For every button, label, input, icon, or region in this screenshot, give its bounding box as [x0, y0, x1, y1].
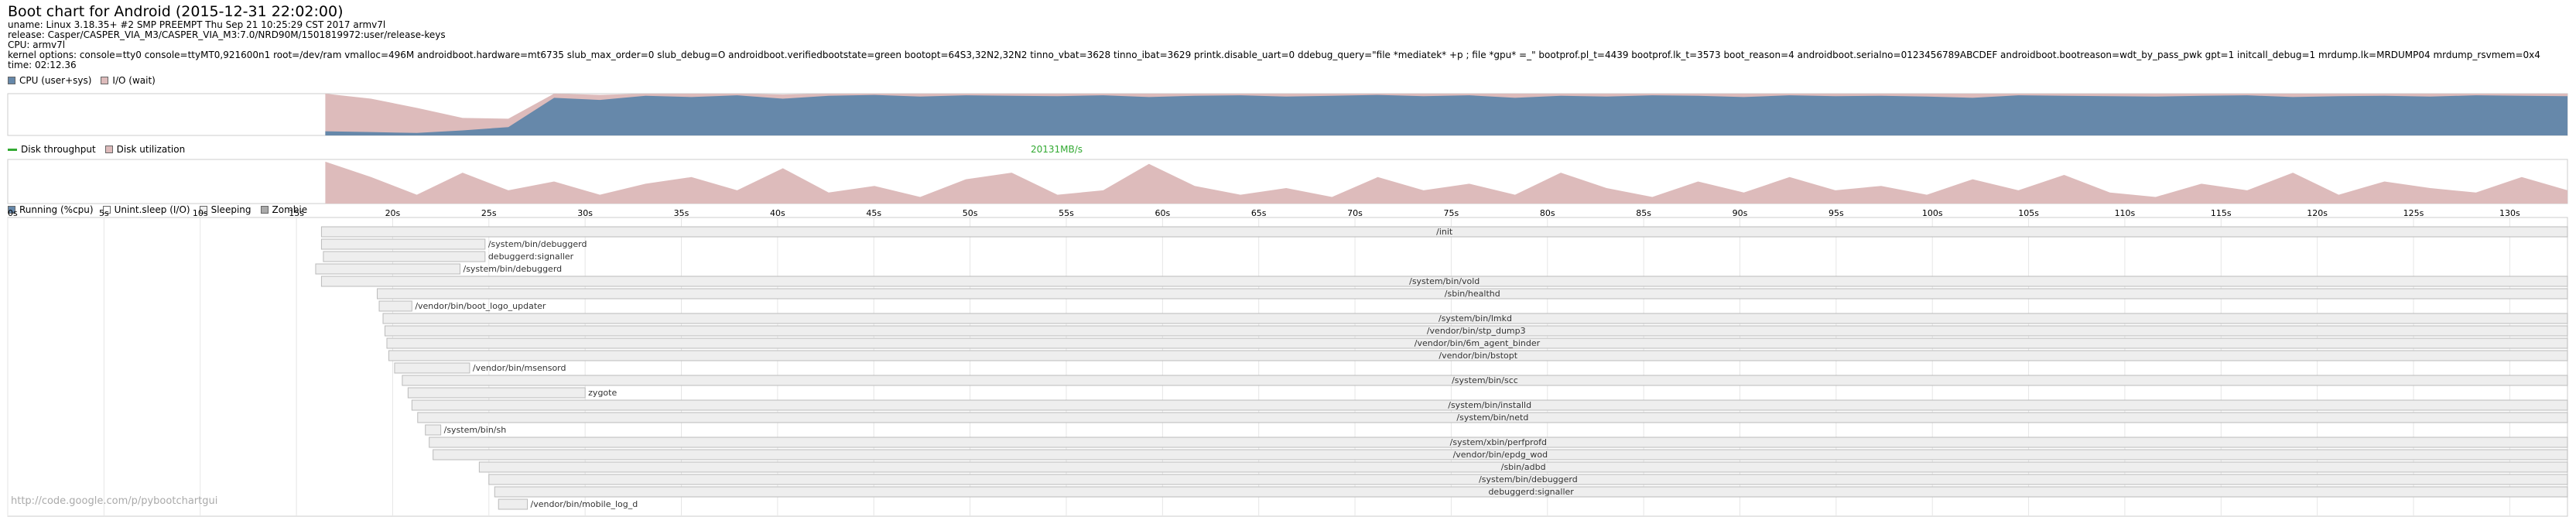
- tick-label: 130s: [2499, 208, 2520, 218]
- tick-label: 60s: [1155, 208, 1170, 218]
- tick-label: 120s: [2307, 208, 2328, 218]
- process-label: /init: [1436, 227, 1453, 237]
- chart-title: Boot chart for Android (2015-12-31 22:02…: [8, 3, 344, 20]
- process-bar: [394, 362, 470, 374]
- process-label: /sbin/adbd: [1501, 462, 1546, 472]
- process-bar: [425, 424, 442, 436]
- tick-label: 70s: [1347, 208, 1363, 218]
- process-label: /system/bin/installd: [1448, 400, 1531, 410]
- tick-label: 50s: [963, 208, 978, 218]
- process-bar: [386, 337, 2568, 349]
- tick-label: 110s: [2115, 208, 2136, 218]
- disk-utilization-area: [325, 161, 2567, 204]
- kernel-options-line: kernel options: console=tty0 console=tty…: [8, 50, 2540, 60]
- process-label: /vendor/bin/mobile_log_d: [531, 499, 638, 509]
- tick-label: 55s: [1059, 208, 1074, 218]
- process-label: /system/bin/vold: [1409, 276, 1480, 286]
- process-label: /vendor/bin/stp_dump3: [1427, 326, 1526, 336]
- watermark: http://code.google.com/p/pybootchartgui: [11, 495, 218, 507]
- tick-label: 90s: [1733, 208, 1748, 218]
- tick-label: 75s: [1444, 208, 1459, 218]
- process-label: /vendor/bin/boot_logo_updater: [415, 301, 546, 311]
- process-label: zygote: [588, 388, 617, 398]
- tick-label: 20s: [385, 208, 401, 218]
- disk-legend: Disk throughput Disk utilization: [8, 144, 194, 155]
- tick-label: 40s: [770, 208, 785, 218]
- tick-label: 100s: [1922, 208, 1943, 218]
- process-bar: [407, 387, 586, 399]
- legend-uninterruptible-sleep: Unint.sleep (I/O): [102, 204, 190, 215]
- process-label: /system/bin/debuggerd: [463, 264, 562, 274]
- tick-label: 5s: [99, 208, 109, 218]
- legend-disk-throughput: Disk throughput: [8, 144, 96, 155]
- cpu-line: CPU: armv7l: [8, 39, 66, 50]
- process-bar: [429, 437, 2568, 448]
- process-label: /system/bin/sh: [444, 425, 507, 435]
- tick-label: 30s: [577, 208, 593, 218]
- tick-label: 25s: [481, 208, 497, 218]
- process-bar: [402, 375, 2568, 386]
- legend-running: Running (%cpu): [8, 204, 94, 215]
- legend-sleeping: Sleeping: [199, 204, 251, 215]
- process-label: /system/xbin/perfprofd: [1450, 437, 1547, 447]
- process-legend: Running (%cpu) Unint.sleep (I/O) Sleepin…: [8, 204, 316, 215]
- process-label: /system/bin/netd: [1456, 413, 1528, 423]
- process-label: /vendor/bin/epdg_wod: [1453, 450, 1548, 460]
- process-label: /system/bin/lmkd: [1439, 313, 1512, 324]
- tick-label: 15s: [289, 208, 304, 218]
- process-bar: [498, 498, 529, 510]
- process-label: debuggerd:signaller: [488, 252, 574, 262]
- process-bar: [478, 461, 2568, 473]
- time-line: time: 02:12.36: [8, 60, 77, 70]
- process-bar: [388, 350, 2568, 361]
- uname-line: uname: Linux 3.18.35+ #2 SMP PREEMPT Thu…: [8, 19, 386, 30]
- process-bar: [320, 276, 2568, 287]
- tick-label: 0s: [8, 208, 18, 218]
- tick-label: 95s: [1829, 208, 1844, 218]
- disk-throughput-peak-label: 20131MB/s: [1031, 144, 1083, 155]
- process-label: /sbin/healthd: [1445, 289, 1500, 299]
- process-label: /system/bin/scc: [1452, 375, 1518, 385]
- process-bar: [378, 300, 412, 312]
- process-label: /vendor/bin/bstopt: [1439, 351, 1517, 361]
- process-bar: [384, 325, 2568, 337]
- process-bar: [411, 399, 2568, 411]
- tick-label: 35s: [674, 208, 689, 218]
- tick-label: 10s: [193, 208, 208, 218]
- tick-label: 45s: [866, 208, 881, 218]
- tick-label: 80s: [1540, 208, 1555, 218]
- process-bar: [488, 474, 2568, 485]
- process-bar: [433, 449, 2568, 461]
- legend-zombie: Zombie: [260, 204, 307, 215]
- process-bar: [320, 238, 486, 250]
- release-line: release: Casper/CASPER_VIA_M3/CASPER_VIA…: [8, 29, 446, 40]
- tick-label: 85s: [1636, 208, 1651, 218]
- cpu-legend: CPU (user+sys) I/O (wait): [8, 75, 165, 86]
- process-bar: [323, 251, 486, 262]
- process-bar: [315, 263, 460, 275]
- legend-io-wait: I/O (wait): [101, 75, 156, 86]
- process-bar: [320, 226, 2568, 238]
- legend-disk-utilization: Disk utilization: [104, 144, 185, 155]
- tick-label: 125s: [2403, 208, 2424, 218]
- process-label: /vendor/bin/msensord: [473, 363, 566, 373]
- process-bar: [382, 313, 2568, 324]
- process-bar: [417, 412, 2568, 423]
- process-label: /vendor/bin/6m_agent_binder: [1415, 338, 1541, 348]
- process-label: debuggerd:signaller: [1488, 487, 1574, 497]
- tick-label: 105s: [2018, 208, 2039, 218]
- process-label: /system/bin/debuggerd: [488, 239, 587, 249]
- tick-label: 115s: [2211, 208, 2232, 218]
- cpu-user-sys-area: [325, 94, 2567, 135]
- legend-cpu-user-sys: CPU (user+sys): [8, 75, 91, 86]
- tick-label: 65s: [1251, 208, 1267, 218]
- process-bar: [377, 288, 2568, 300]
- process-label: /system/bin/debuggerd: [1479, 474, 1578, 484]
- process-bar: [494, 486, 2568, 498]
